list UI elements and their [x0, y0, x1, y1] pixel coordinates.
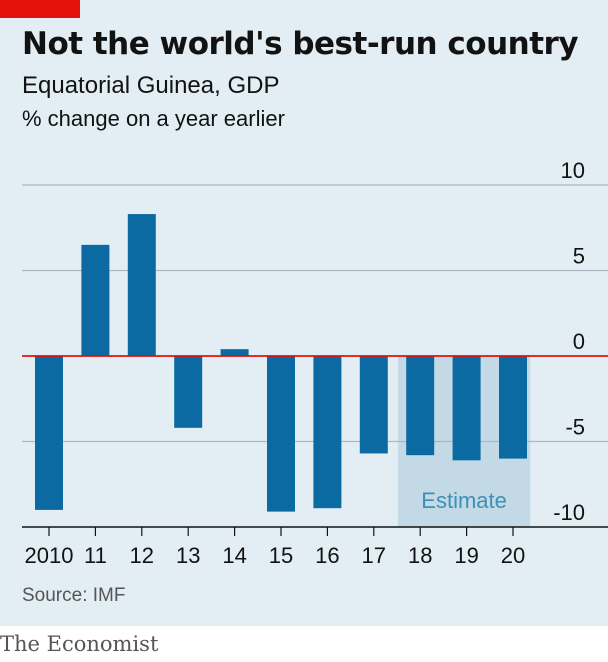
y-tick-label: 10 [561, 158, 585, 183]
y-tick-label: 0 [573, 329, 585, 354]
bar [81, 244, 110, 356]
y-tick-label: -10 [553, 500, 585, 525]
bar [35, 356, 63, 510]
bar [452, 356, 481, 461]
bar-chart: Estimate 10 5 0 -5 -10 2010 11 12 13 14 15 16 17 18 1… [22, 158, 608, 568]
source-note: Source: IMF [22, 585, 126, 606]
chart-title: Not the world's best-run country [22, 26, 579, 62]
y-axis-ticks: 10 5 0 -5 -10 [553, 158, 585, 525]
bar [406, 356, 435, 456]
bar [359, 356, 388, 454]
x-tick-label: 11 [84, 543, 107, 568]
x-axis-ticks: 2010 11 12 13 14 15 16 17 18 19 20 [25, 527, 525, 568]
x-tick-label: 15 [269, 543, 293, 568]
x-tick-label: 2010 [25, 543, 74, 568]
bar [220, 349, 249, 356]
bar [313, 356, 342, 509]
estimate-label: Estimate [421, 488, 507, 513]
brand-red-tag [0, 0, 80, 18]
bar [267, 356, 295, 512]
x-tick-label: 17 [362, 543, 386, 568]
bar [174, 356, 203, 428]
x-tick-label: 16 [315, 543, 339, 568]
chart-units: % change on a year earlier [22, 106, 285, 131]
y-tick-label: -5 [565, 415, 585, 440]
bar [499, 356, 527, 459]
x-tick-label: 14 [222, 543, 246, 568]
gridlines [22, 184, 608, 528]
x-tick-label: 12 [130, 543, 154, 568]
y-tick-label: 5 [573, 244, 585, 269]
x-tick-label: 18 [408, 543, 432, 568]
x-tick-label: 20 [501, 543, 525, 568]
x-tick-label: 19 [454, 543, 478, 568]
bar [127, 214, 156, 356]
chart-subtitle: Equatorial Guinea, GDP [22, 72, 280, 99]
brand-logo-text: The Economist [0, 632, 159, 656]
bars [35, 214, 527, 512]
x-tick-label: 13 [176, 543, 200, 568]
